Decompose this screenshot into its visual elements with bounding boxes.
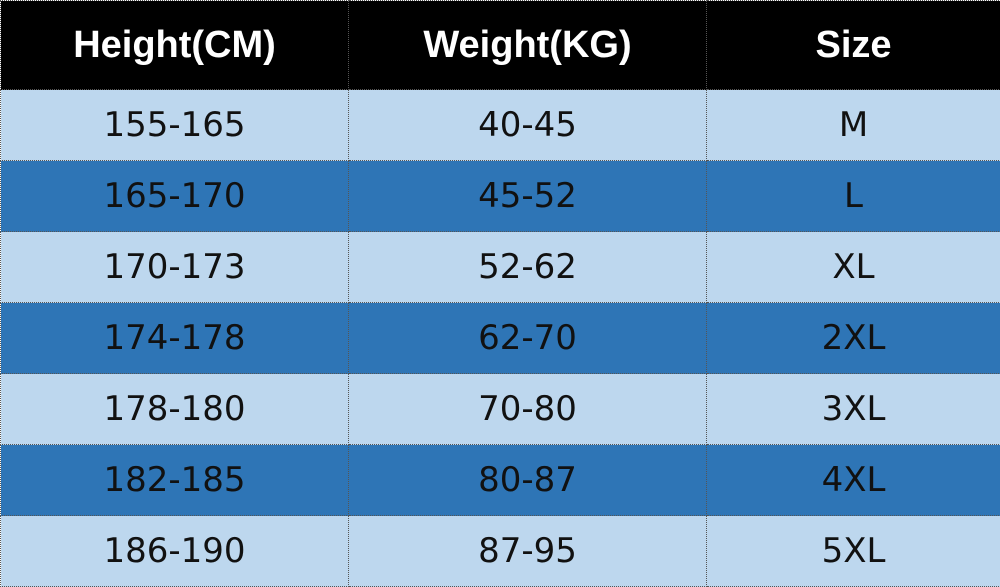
weight-cell: 52-62 bbox=[349, 232, 707, 303]
weight-cell: 80-87 bbox=[349, 445, 707, 516]
size-cell: 2XL bbox=[707, 303, 1000, 374]
weight-cell: 70-80 bbox=[349, 374, 707, 445]
height-cell: 165-170 bbox=[1, 161, 349, 232]
height-cell: 186-190 bbox=[1, 516, 349, 587]
size-cell: 4XL bbox=[707, 445, 1000, 516]
size-cell: XL bbox=[707, 232, 1000, 303]
header-height: Height(CM) bbox=[1, 1, 349, 90]
height-cell: 182-185 bbox=[1, 445, 349, 516]
header-size: Size bbox=[707, 1, 1000, 90]
size-cell: 3XL bbox=[707, 374, 1000, 445]
weight-cell: 87-95 bbox=[349, 516, 707, 587]
height-cell: 174-178 bbox=[1, 303, 349, 374]
size-cell: L bbox=[707, 161, 1000, 232]
weight-cell: 40-45 bbox=[349, 90, 707, 161]
height-cell: 170-173 bbox=[1, 232, 349, 303]
weight-cell: 62-70 bbox=[349, 303, 707, 374]
height-cell: 178-180 bbox=[1, 374, 349, 445]
weight-cell: 45-52 bbox=[349, 161, 707, 232]
height-cell: 155-165 bbox=[1, 90, 349, 161]
size-cell: 5XL bbox=[707, 516, 1000, 587]
header-weight: Weight(KG) bbox=[349, 1, 707, 90]
header-row: Height(CM) Weight(KG) Size bbox=[1, 1, 1000, 90]
size-cell: M bbox=[707, 90, 1000, 161]
